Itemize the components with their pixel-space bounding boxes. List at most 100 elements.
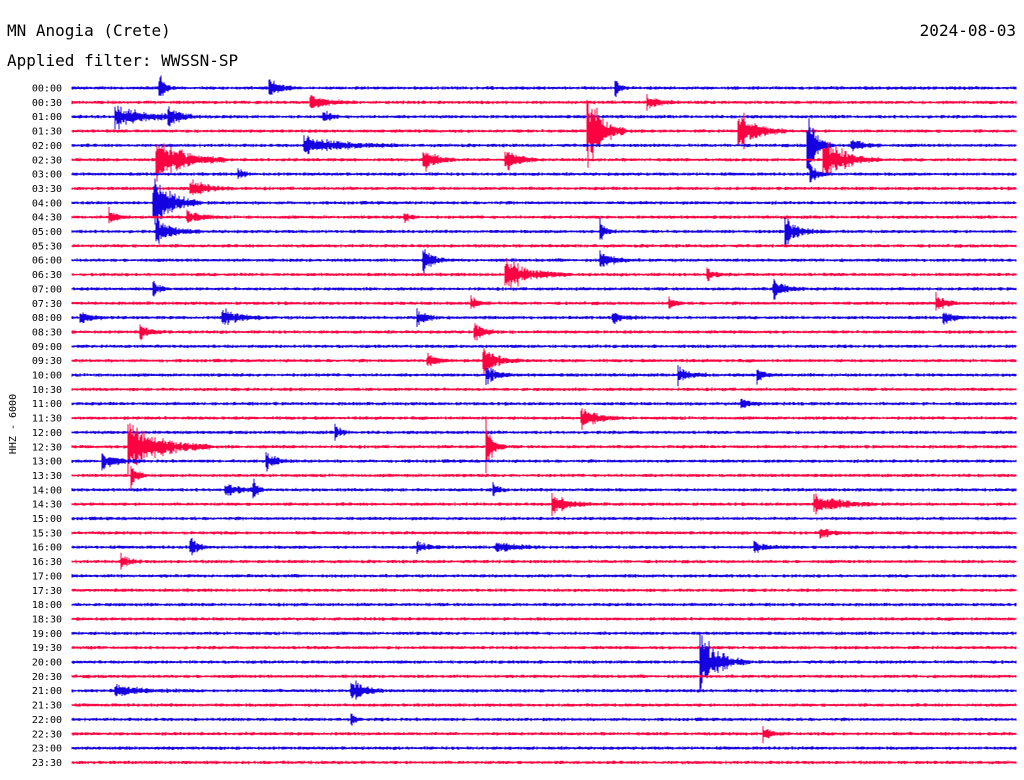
row-time-label: 03:00 (32, 170, 62, 181)
trace-line (71, 573, 1017, 578)
trace-line (71, 323, 1017, 341)
row-time-label: 20:00 (32, 658, 62, 669)
row-time-label: 05:00 (32, 227, 62, 238)
trace-line (71, 243, 1017, 248)
row-time-label: 00:30 (32, 98, 62, 109)
trace-line (71, 633, 1017, 690)
row-time-label: 11:00 (32, 399, 62, 410)
row-time-label: 04:00 (32, 198, 62, 209)
row-time-label: 12:30 (32, 442, 62, 453)
trace-line (71, 760, 1017, 765)
trace-line (71, 423, 1017, 441)
trace-line (71, 528, 1017, 539)
trace-line (71, 258, 1017, 289)
trace-line (71, 105, 1017, 130)
row-time-label: 22:30 (32, 729, 62, 740)
trace-line (71, 118, 1017, 170)
trace-line (71, 365, 1017, 387)
date-label: 2024-08-03 (920, 21, 1016, 40)
trace-line (71, 308, 1017, 327)
row-time-label: 15:30 (32, 528, 62, 539)
row-time-label: 19:00 (32, 629, 62, 640)
row-time-label: 17:00 (32, 571, 62, 582)
trace-line (71, 292, 1017, 311)
row-time-label: 22:00 (32, 715, 62, 726)
trace-line (71, 278, 1017, 300)
trace-line (71, 703, 1017, 707)
trace-line (71, 75, 1017, 98)
trace-line (71, 538, 1017, 556)
row-time-label: 09:30 (32, 356, 62, 367)
trace-line (71, 713, 1017, 726)
row-time-label: 13:30 (32, 471, 62, 482)
row-time-label: 08:30 (32, 327, 62, 338)
trace-line (71, 206, 1017, 224)
trace-line (71, 179, 1017, 195)
trace-line (71, 552, 1017, 570)
row-time-label: 04:30 (32, 213, 62, 224)
row-time-label: 05:30 (32, 241, 62, 252)
row-time-label: 06:30 (32, 270, 62, 281)
filter-label: Applied filter: WWSSN-SP (7, 51, 238, 70)
row-time-label: 21:00 (32, 686, 62, 697)
channel-axis-label: HHZ - 6000 (8, 394, 19, 454)
trace-line (71, 163, 1017, 183)
trace-line (71, 746, 1017, 751)
trace-line (71, 99, 1017, 168)
trace-line (71, 348, 1017, 375)
row-time-label: 16:30 (32, 557, 62, 568)
row-time-label: 14:30 (32, 500, 62, 511)
trace-line (71, 478, 1017, 499)
trace-line (71, 94, 1017, 111)
row-time-label: 07:30 (32, 299, 62, 310)
row-time-label: 18:30 (32, 614, 62, 625)
trace-line (71, 466, 1017, 491)
trace-line (71, 217, 1017, 247)
trace-line (71, 387, 1017, 392)
trace-line (71, 398, 1017, 409)
row-time-label: 00:00 (32, 84, 62, 95)
trace-line (71, 631, 1017, 636)
row-time-label: 13:00 (32, 457, 62, 468)
row-time-label: 09:00 (32, 342, 62, 353)
trace-line (71, 645, 1017, 650)
row-time-label: 02:30 (32, 155, 62, 166)
trace-line (71, 493, 1017, 516)
row-time-label: 17:30 (32, 586, 62, 597)
row-time-label: 14:00 (32, 485, 62, 496)
row-time-label: 08:00 (32, 313, 62, 324)
row-time-label: 10:00 (32, 371, 62, 382)
row-time-label: 23:00 (32, 744, 62, 755)
trace-line (71, 416, 1017, 475)
trace-line (71, 178, 1017, 232)
row-time-label: 18:00 (32, 600, 62, 611)
trace-line (71, 674, 1017, 679)
trace-line (71, 680, 1017, 700)
row-time-label: 10:30 (32, 385, 62, 396)
station-title: MN Anogia (Crete) (7, 21, 171, 40)
row-time-label: 15:00 (32, 514, 62, 525)
trace-line (71, 141, 1017, 182)
trace-line (71, 249, 1017, 274)
trace-rows: 00:00 00:30 01:00 01:30 02:00 02:30 03:00 03:30… (32, 75, 1017, 769)
trace-line (71, 588, 1017, 593)
row-time-label: 03:30 (32, 184, 62, 195)
row-time-label: 07:00 (32, 284, 62, 295)
row-time-label: 19:30 (32, 643, 62, 654)
row-time-label: 12:00 (32, 428, 62, 439)
trace-line (71, 452, 1017, 472)
row-time-label: 06:00 (32, 256, 62, 267)
trace-line (71, 726, 1017, 744)
trace-line (71, 602, 1017, 607)
trace-line (71, 516, 1017, 521)
row-time-label: 16:00 (32, 543, 62, 554)
trace-line (71, 408, 1017, 430)
row-time-label: 02:00 (32, 141, 62, 152)
trace-line (71, 617, 1017, 621)
row-time-label: 01:00 (32, 112, 62, 123)
row-time-label: 11:30 (32, 414, 62, 425)
row-time-label: 23:30 (32, 758, 62, 769)
row-time-label: 01:30 (32, 127, 62, 138)
row-time-label: 20:30 (32, 672, 62, 683)
